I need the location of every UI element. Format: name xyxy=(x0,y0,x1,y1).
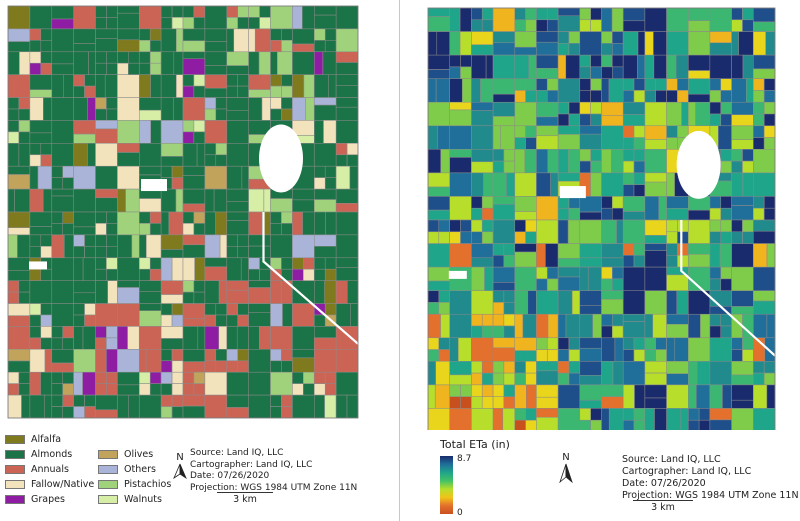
others-swatch xyxy=(98,464,118,474)
north-arrow-icon xyxy=(173,463,187,480)
credit-projection: Projection: WGS 1984 UTM Zone 11N xyxy=(622,490,799,501)
legend-label: Others xyxy=(124,463,156,475)
legend-item-alfalfa: Alfalfa xyxy=(5,432,61,446)
legend-item-pistachios: Pistachios xyxy=(98,477,171,491)
legend-item-walnuts: Walnuts xyxy=(98,492,162,506)
north-label: N xyxy=(176,452,184,463)
scale-bar-line xyxy=(217,492,273,493)
alfalfa-swatch xyxy=(5,434,25,444)
legend-item-grapes: Grapes xyxy=(5,492,65,506)
fallow-native-swatch xyxy=(5,479,25,489)
credit-source: Source: Land IQ, LLC xyxy=(190,448,284,458)
eta-map-panel: Total ETa (in) 8.7 0 N Source: Land IQ, … xyxy=(400,0,800,521)
panel-divider xyxy=(399,0,400,521)
map-credits: Source: Land IQ, LLC Cartographer: Land … xyxy=(190,448,357,494)
north-label: N xyxy=(562,452,570,463)
legend-label: Annuals xyxy=(31,463,69,475)
scale-bar: 3 km xyxy=(630,500,696,513)
map-credits: Source: Land IQ, LLC Cartographer: Land … xyxy=(622,454,799,502)
north-arrow: N xyxy=(172,452,188,483)
walnuts-swatch xyxy=(98,494,118,504)
crop-type-map xyxy=(7,5,359,419)
eta-map xyxy=(427,7,776,430)
legend-item-others: Others xyxy=(98,462,156,476)
legend-label: Alfalfa xyxy=(31,433,62,445)
north-arrow: N xyxy=(558,452,574,487)
colorbar-max-label: 8.7 xyxy=(457,454,472,464)
legend-item-olives: Olives xyxy=(98,447,153,461)
scale-bar-label: 3 km xyxy=(233,494,257,505)
legend-item-fallow-native: Fallow/Native xyxy=(5,477,94,491)
colorbar-min-label: 0 xyxy=(457,508,463,518)
crop-type-map-panel: Alfalfa Almonds Annuals Fallow/Native Gr… xyxy=(5,5,359,506)
annuals-swatch xyxy=(5,464,25,474)
legend-item-almonds: Almonds xyxy=(5,447,72,461)
credit-cartographer: Cartographer: Land IQ, LLC xyxy=(190,459,313,470)
almonds-swatch xyxy=(5,449,25,459)
credit-projection: Projection: WGS 1984 UTM Zone 11N xyxy=(190,482,358,493)
legend-label: Grapes xyxy=(31,493,65,505)
legend-label: Olives xyxy=(124,448,154,460)
grapes-swatch xyxy=(5,494,25,504)
scale-bar-label: 3 km xyxy=(651,502,675,513)
scale-bar-line xyxy=(633,500,693,501)
legend-item-annuals: Annuals xyxy=(5,462,69,476)
legend-label: Walnuts xyxy=(124,493,162,505)
scale-bar: 3 km xyxy=(213,492,277,505)
credit-date: Date: 07/26/2020 xyxy=(622,478,706,489)
credit-date: Date: 07/26/2020 xyxy=(190,471,270,481)
colorbar-title: Total ETa (in) xyxy=(440,438,510,451)
legend-label: Almonds xyxy=(31,448,73,460)
credit-cartographer: Cartographer: Land IQ, LLC xyxy=(622,466,752,477)
legend-label: Fallow/Native xyxy=(31,478,95,490)
pistachios-swatch xyxy=(98,479,118,489)
olives-swatch xyxy=(98,449,118,459)
credit-source: Source: Land IQ, LLC xyxy=(622,454,721,465)
north-arrow-icon xyxy=(559,463,573,484)
legend-label: Pistachios xyxy=(124,478,172,490)
eta-colorbar xyxy=(440,456,453,514)
